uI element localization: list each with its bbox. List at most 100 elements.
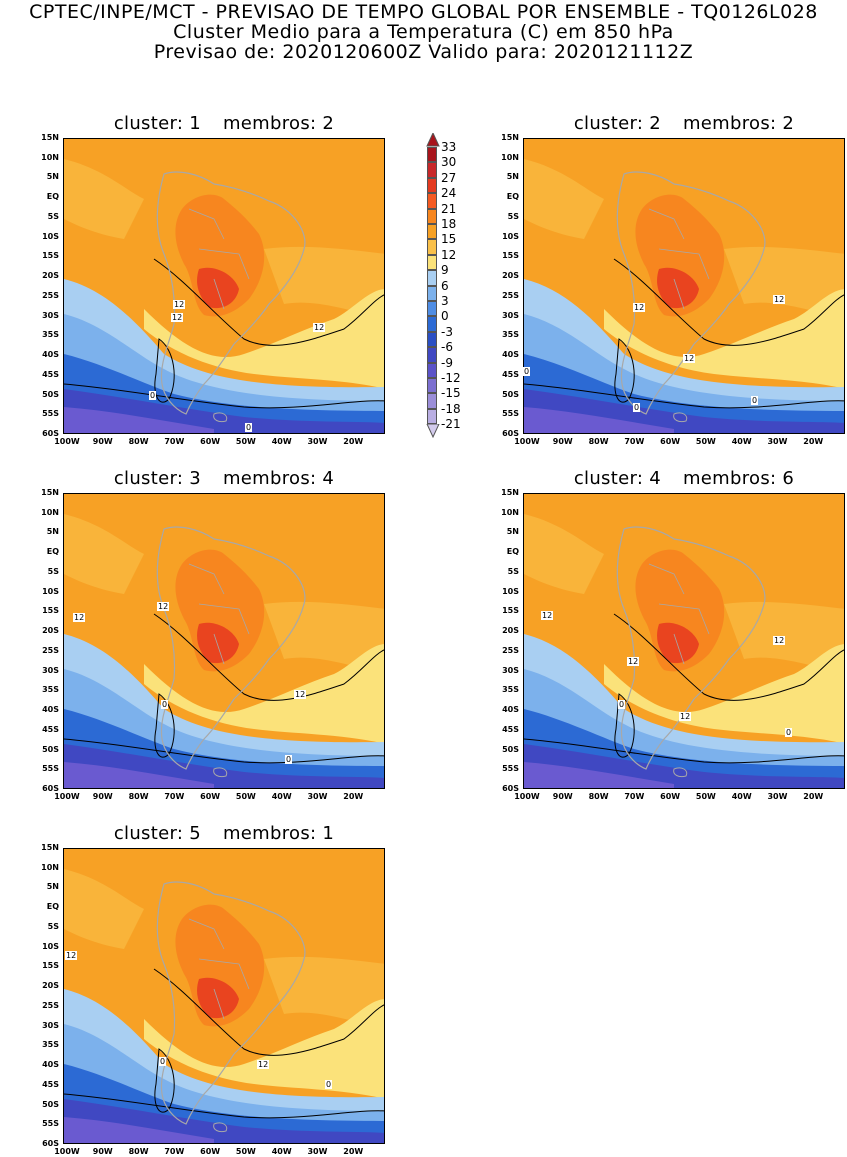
colorbar-label: -3	[441, 324, 453, 339]
lon-tick-label: 60W	[200, 1147, 221, 1156]
lon-tick-label: 60W	[660, 792, 681, 801]
lat-tick-label: 5N	[46, 527, 59, 537]
lon-tick-label: 100W	[54, 1147, 80, 1156]
lat-tick-label: 60S	[42, 784, 59, 793]
lat-tick-label: 45S	[42, 369, 59, 379]
contour-label: 12	[294, 690, 307, 699]
temp-band-minus-6	[524, 762, 674, 788]
members-label: membros: 2	[222, 113, 335, 134]
colorbar-swatch	[427, 378, 437, 394]
lon-tick-label: 50W	[235, 437, 256, 446]
colorbar-swatch	[427, 177, 437, 194]
lon-tick-label: 50W	[695, 437, 716, 446]
lon-tick-label: 20W	[343, 792, 364, 801]
colorbar-swatch	[427, 162, 437, 178]
lat-tick-label: 10N	[501, 152, 519, 162]
lon-tick-label: 70W	[624, 792, 645, 801]
map-graphic	[524, 139, 844, 433]
coastline-south-america	[616, 526, 766, 770]
coastline-south-america	[616, 171, 766, 415]
temp-band-warm-west	[64, 869, 144, 949]
contour-label: 0	[523, 367, 531, 376]
temp-band-warm-west	[64, 514, 144, 594]
contour-label: 0	[325, 1080, 333, 1089]
lat-tick-label: 35S	[502, 330, 519, 340]
colorbar-label: 9	[441, 263, 449, 278]
colorbar-label: 30	[441, 155, 457, 170]
lon-tick-label: 50W	[695, 792, 716, 801]
lat-tick-label: 55S	[502, 764, 519, 774]
contour-0	[64, 738, 384, 764]
colorbar-swatch	[427, 147, 437, 163]
contour-label: 0	[149, 391, 157, 400]
lat-tick-label: 5S	[47, 921, 59, 931]
lat-tick-label: 10N	[501, 507, 519, 517]
lat-tick-label: 15N	[501, 488, 519, 497]
lat-tick-label: 5N	[46, 172, 59, 182]
lat-tick-label: EQ	[46, 192, 59, 202]
falkland-islands	[673, 412, 688, 423]
temperature-map	[63, 138, 385, 434]
lon-tick-label: 70W	[164, 437, 185, 446]
contour-label: 0	[285, 755, 293, 764]
colorbar-bottom-arrow	[426, 424, 440, 439]
temp-band-9-12	[604, 289, 844, 389]
temp-core-hottest	[197, 267, 239, 309]
colorbar-swatch	[427, 408, 437, 425]
lat-tick-label: 5S	[507, 211, 519, 221]
temp-core-hottest	[657, 622, 699, 664]
members-label: membros: 4	[222, 468, 335, 489]
lat-tick-label: EQ	[46, 547, 59, 557]
cluster-label: cluster: 2	[573, 113, 661, 134]
lat-tick-label: EQ	[46, 902, 59, 912]
contour-label: 12	[627, 657, 640, 666]
panel-title: cluster: 2 membros: 2	[523, 113, 845, 134]
lat-tick-label: 20S	[42, 626, 59, 636]
lat-tick-label: 15S	[502, 251, 519, 261]
colorbar-label: -15	[441, 386, 461, 401]
colorbar-label: 3	[441, 294, 449, 308]
colorbar-swatch	[427, 301, 437, 317]
lat-tick-label: 50S	[502, 744, 519, 754]
falkland-islands	[213, 1122, 228, 1133]
contour-label: 0	[785, 728, 793, 737]
colorbar-swatch	[427, 270, 437, 286]
lat-tick-label: 40S	[42, 1060, 59, 1070]
lon-tick-label: 30W	[307, 437, 328, 446]
colorbar-label: -6	[441, 340, 453, 355]
lat-tick-label: 30S	[42, 310, 59, 320]
lon-tick-label: 40W	[271, 1147, 292, 1156]
lat-tick-label: EQ	[506, 192, 519, 202]
lon-tick-label: 50W	[235, 1147, 256, 1156]
colorbar-label: -12	[441, 371, 461, 385]
colorbar-label: 0	[441, 309, 449, 324]
country-borders	[188, 563, 250, 665]
contour-0	[524, 738, 844, 764]
temp-band-warm-east	[264, 601, 384, 674]
cluster-label: cluster: 4	[573, 468, 661, 489]
colorbar-swatch	[427, 193, 437, 209]
colorbar-swatch	[427, 239, 437, 255]
colorbar-swatch	[427, 224, 437, 240]
contour-label: 12	[773, 295, 786, 304]
contour-label: 12	[683, 354, 696, 363]
lat-tick-label: 30S	[502, 665, 519, 675]
temperature-map	[523, 493, 845, 789]
lon-tick-label: 30W	[767, 437, 788, 446]
lat-tick-label: 30S	[42, 1020, 59, 1030]
contour-label: 12	[313, 323, 326, 332]
contour-0	[64, 1093, 384, 1119]
lat-tick-label: 45S	[42, 724, 59, 734]
colorbar-top-arrow	[426, 133, 440, 147]
lon-tick-label: 80W	[588, 792, 609, 801]
lat-tick-label: 55S	[42, 764, 59, 774]
lat-tick-label: 50S	[42, 389, 59, 399]
contour-12	[153, 258, 384, 346]
contour-12	[153, 613, 384, 701]
members-label: membros: 2	[682, 113, 795, 134]
lat-tick-label: 60S	[502, 784, 519, 793]
colorbar-bottom-arrow-shape	[426, 424, 440, 439]
colorbar-swatch	[427, 347, 437, 363]
lat-tick-label: 40S	[42, 350, 59, 360]
panel-title: cluster: 4 membros: 6	[523, 468, 845, 489]
